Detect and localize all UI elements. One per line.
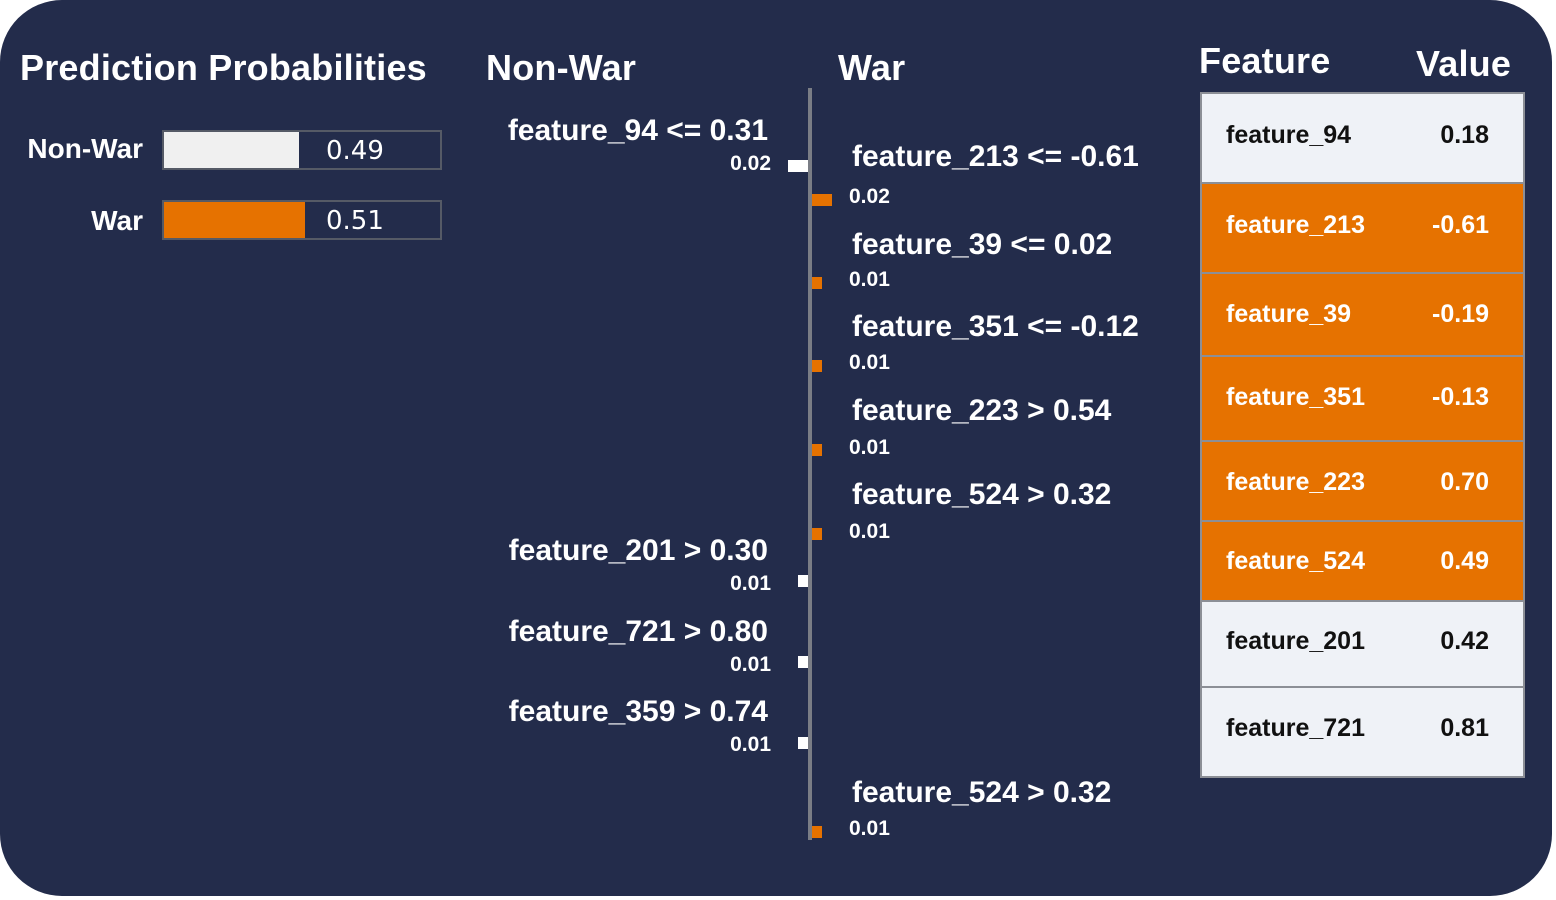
table-cell-feature: feature_524 [1226, 547, 1365, 575]
contribution-weight-feature-39: 0.01 [849, 268, 890, 291]
contribution-weight-feature-351: 0.01 [849, 351, 890, 374]
prob-fill-war [164, 202, 305, 238]
table-row: feature_201 0.42 [1202, 602, 1523, 688]
table-row: feature_213 -0.61 [1202, 184, 1523, 274]
contribution-bar-feature-94 [788, 160, 808, 172]
table-cell-value: 0.42 [1440, 627, 1489, 655]
contribution-weight-feature-201: 0.01 [730, 572, 771, 595]
prob-fill-non-war [164, 132, 299, 168]
table-cell-value: 0.81 [1440, 714, 1489, 742]
contribution-weight-feature-94: 0.02 [730, 152, 771, 175]
table-row: feature_39 -0.19 [1202, 274, 1523, 357]
table-row: feature_351 -0.13 [1202, 357, 1523, 442]
table-cell-feature: feature_223 [1226, 468, 1365, 496]
contribution-label-feature-524-b: feature_524 > 0.32 [852, 776, 1112, 809]
contribution-bar-feature-359 [798, 737, 808, 749]
contribution-bar-feature-524 [812, 528, 822, 540]
contribution-label-feature-721: feature_721 > 0.80 [508, 615, 768, 648]
contribution-bar-feature-524-b [812, 826, 822, 838]
prediction-probabilities-title: Prediction Probabilities [20, 47, 427, 88]
contribution-axis [808, 88, 812, 840]
contribution-label-feature-201: feature_201 > 0.30 [508, 534, 768, 567]
contribution-label-feature-524: feature_524 > 0.32 [852, 478, 1112, 511]
table-cell-feature: feature_213 [1226, 211, 1365, 239]
contribution-weight-feature-524: 0.01 [849, 520, 890, 543]
contribution-weight-feature-721: 0.01 [730, 653, 771, 676]
table-row: feature_524 0.49 [1202, 522, 1523, 602]
contribution-label-feature-351: feature_351 <= -0.12 [852, 310, 1139, 343]
prob-label-non-war: Non-War [27, 133, 143, 164]
non-war-column-title: Non-War [486, 47, 637, 88]
war-column-title: War [838, 47, 906, 88]
table-cell-value: 0.18 [1440, 121, 1489, 149]
table-row: feature_223 0.70 [1202, 442, 1523, 522]
feature-column-header: Feature [1199, 40, 1331, 81]
feature-value-table: feature_94 0.18 feature_213 -0.61 featur… [1200, 92, 1525, 778]
prob-value-war: 0.51 [326, 206, 384, 236]
table-cell-feature: feature_201 [1226, 627, 1365, 655]
table-row: feature_721 0.81 [1202, 688, 1523, 776]
contribution-weight-feature-223: 0.01 [849, 436, 890, 459]
prob-bar-war: 0.51 [162, 200, 442, 240]
contribution-label-feature-359: feature_359 > 0.74 [508, 695, 768, 728]
contribution-label-feature-213: feature_213 <= -0.61 [852, 140, 1139, 173]
contribution-bar-feature-201 [798, 575, 808, 587]
prob-label-war: War [91, 205, 143, 236]
contribution-label-feature-39: feature_39 <= 0.02 [852, 228, 1113, 261]
prob-value-non-war: 0.49 [326, 136, 384, 166]
table-cell-value: 0.49 [1440, 547, 1489, 575]
table-cell-feature: feature_94 [1226, 121, 1352, 149]
contribution-bar-feature-39 [812, 277, 822, 289]
contribution-label-feature-94: feature_94 <= 0.31 [507, 114, 768, 147]
contribution-bar-feature-351 [812, 360, 822, 372]
table-cell-feature: feature_721 [1226, 714, 1365, 742]
contribution-bar-feature-213 [812, 194, 832, 206]
contribution-weight-feature-359: 0.01 [730, 733, 771, 756]
table-cell-value: 0.70 [1440, 468, 1489, 496]
table-cell-value: -0.19 [1432, 300, 1489, 328]
contribution-weight-feature-213: 0.02 [849, 185, 890, 208]
contribution-bar-feature-721 [798, 656, 808, 668]
table-cell-feature: feature_39 [1226, 300, 1352, 328]
table-cell-feature: feature_351 [1226, 383, 1365, 411]
contribution-weight-feature-524-b: 0.01 [849, 817, 890, 840]
contribution-label-feature-223: feature_223 > 0.54 [852, 394, 1112, 427]
table-cell-value: -0.61 [1432, 211, 1489, 239]
prob-bar-non-war: 0.49 [162, 130, 442, 170]
table-cell-value: -0.13 [1432, 383, 1489, 411]
table-row: feature_94 0.18 [1202, 94, 1523, 184]
contribution-bar-feature-223 [812, 444, 822, 456]
value-column-header: Value [1416, 43, 1512, 84]
